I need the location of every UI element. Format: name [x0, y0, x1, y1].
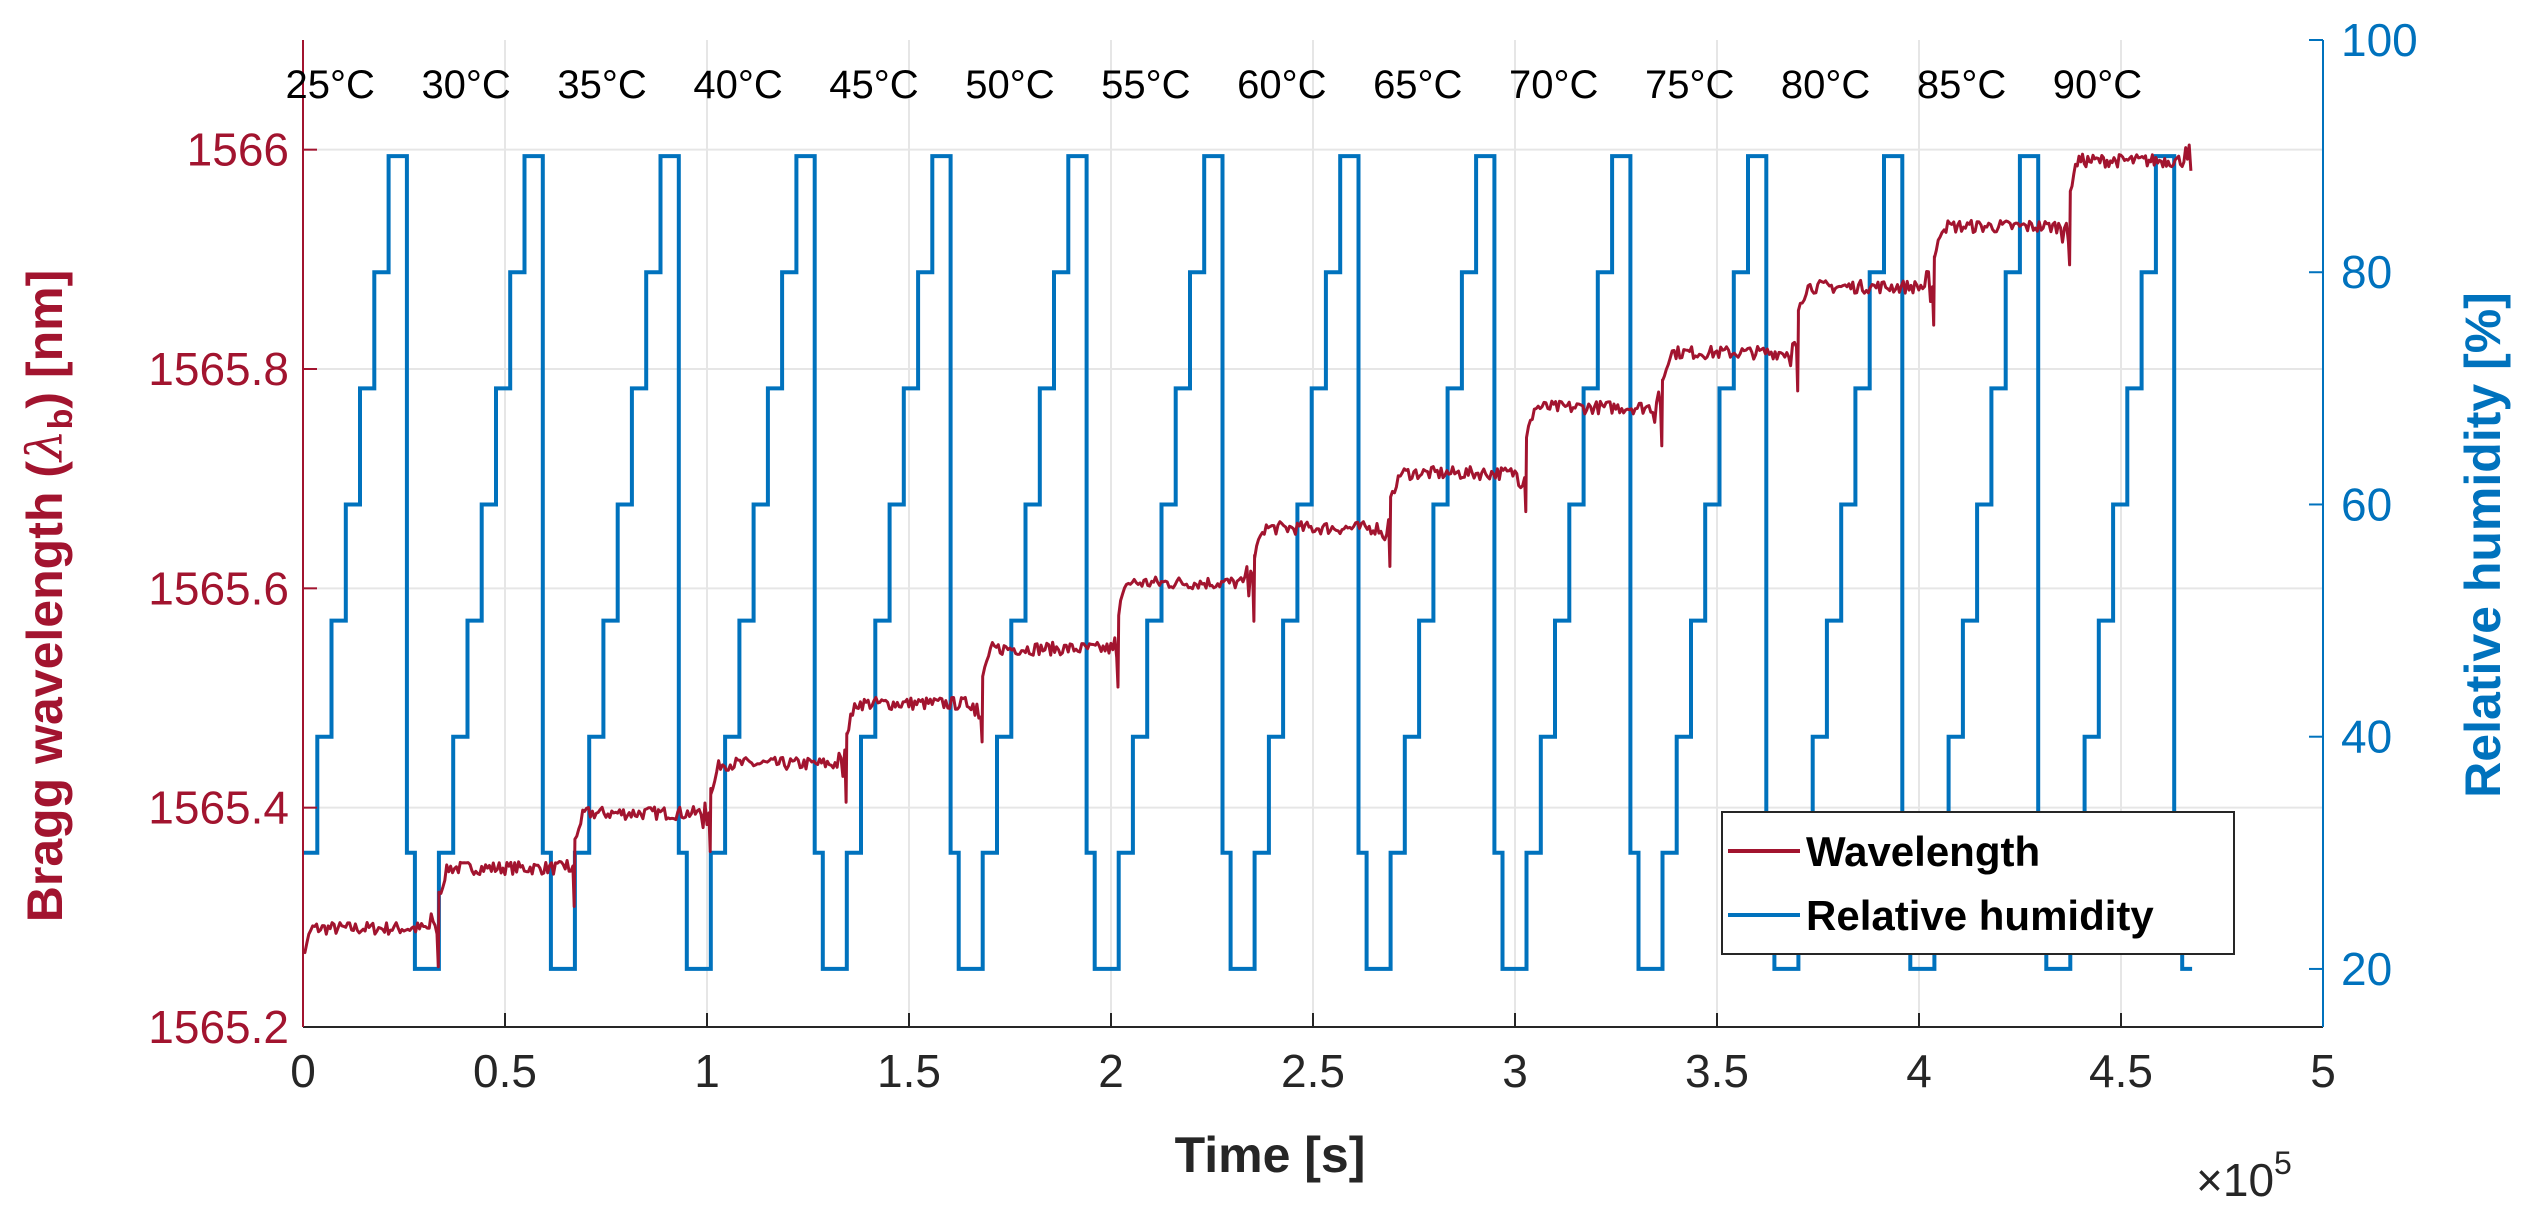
x-tick-label: 1	[694, 1045, 720, 1097]
temperature-label: 35°C	[557, 63, 646, 107]
legend: Wavelength Relative humidity	[1721, 811, 2235, 955]
y-left-tick-label: 1565.2	[148, 1001, 289, 1053]
temperature-label: 65°C	[1373, 63, 1462, 107]
x-tick-label: 1.5	[877, 1045, 941, 1097]
temperature-label: 40°C	[693, 63, 782, 107]
legend-label-wavelength: Wavelength	[1806, 828, 2040, 875]
x-tick-label: 4.5	[2089, 1045, 2153, 1097]
tick-labels: 0 0.5 1 1.5 2 2.5 3 3.5 4 4.5 5 1565.2 1565.4 1565.6 1…	[148, 14, 2417, 1097]
y-axis-left-label: Bragg wavelength (λb) [nm]	[16, 270, 80, 923]
y-left-tick-label: 1565.4	[148, 782, 289, 834]
y-right-tick-label: 40	[2341, 711, 2392, 763]
temperature-label: 70°C	[1509, 63, 1598, 107]
y-right-tick-label: 100	[2341, 14, 2418, 66]
temperature-label: 60°C	[1237, 63, 1326, 107]
temperature-label: 90°C	[2053, 63, 2142, 107]
x-axis-label: Time [s]	[1175, 1127, 1366, 1183]
y-right-tick-label: 80	[2341, 246, 2392, 298]
x-tick-label: 2.5	[1281, 1045, 1345, 1097]
x-tick-label: 0.5	[473, 1045, 537, 1097]
temperature-label: 55°C	[1101, 63, 1190, 107]
x-axis-exponent: ×105	[2196, 1145, 2292, 1206]
temperature-label: 30°C	[421, 63, 510, 107]
humidity-line	[303, 154, 2193, 971]
y-right-tick-label: 60	[2341, 478, 2392, 530]
y-left-tick-label: 1565.6	[148, 562, 289, 614]
wavelength-line	[302, 143, 2193, 969]
temperature-label: 45°C	[829, 63, 918, 107]
axes	[302, 39, 2324, 1028]
temperature-label: 85°C	[1917, 63, 2006, 107]
series-wavelength	[302, 143, 2193, 969]
y-axis-right-label: Relative humidity [%]	[2455, 292, 2511, 798]
x-tick-label: 0	[290, 1045, 316, 1097]
x-tick-label: 5	[2310, 1045, 2336, 1097]
x-tick-label: 4	[1906, 1045, 1932, 1097]
temperature-label: 80°C	[1781, 63, 1870, 107]
y-right-tick-label: 20	[2341, 943, 2392, 995]
legend-label-humidity: Relative humidity	[1806, 892, 2154, 939]
temperature-label: 75°C	[1645, 63, 1734, 107]
temperature-label: 25°C	[286, 63, 375, 107]
x-tick-label: 2	[1098, 1045, 1124, 1097]
temperature-label: 50°C	[965, 63, 1054, 107]
y-left-tick-label: 1565.8	[148, 343, 289, 395]
x-tick-label: 3	[1502, 1045, 1528, 1097]
series-relative-humidity	[303, 154, 2193, 971]
x-tick-label: 3.5	[1685, 1045, 1749, 1097]
temperature-labels: 25°C 30°C 35°C 40°C 45°C 50°C 55°C 60°C 65°C 70°C…	[286, 63, 2143, 107]
legend-box	[1721, 811, 2235, 955]
y-left-tick-label: 1566	[187, 124, 289, 176]
